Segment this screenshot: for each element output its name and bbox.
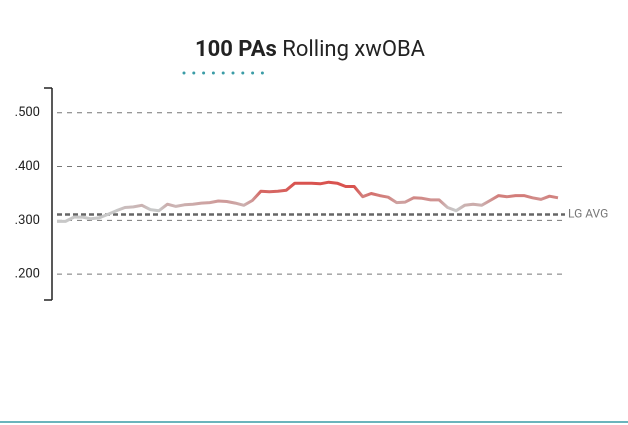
y-tick-label: .200 xyxy=(15,267,40,282)
xwoba-line xyxy=(57,180,559,223)
y-tick-label: .300 xyxy=(15,213,40,228)
title-bold: 100 PAs xyxy=(195,37,277,62)
y-tick-label: .400 xyxy=(15,159,40,174)
chart-title: 100 PAs Rolling xwOBA xyxy=(195,37,426,62)
title-rest: Rolling xwOBA xyxy=(282,37,425,62)
reference-label: LG AVG xyxy=(568,207,608,221)
y-tick-label: .500 xyxy=(15,105,40,120)
